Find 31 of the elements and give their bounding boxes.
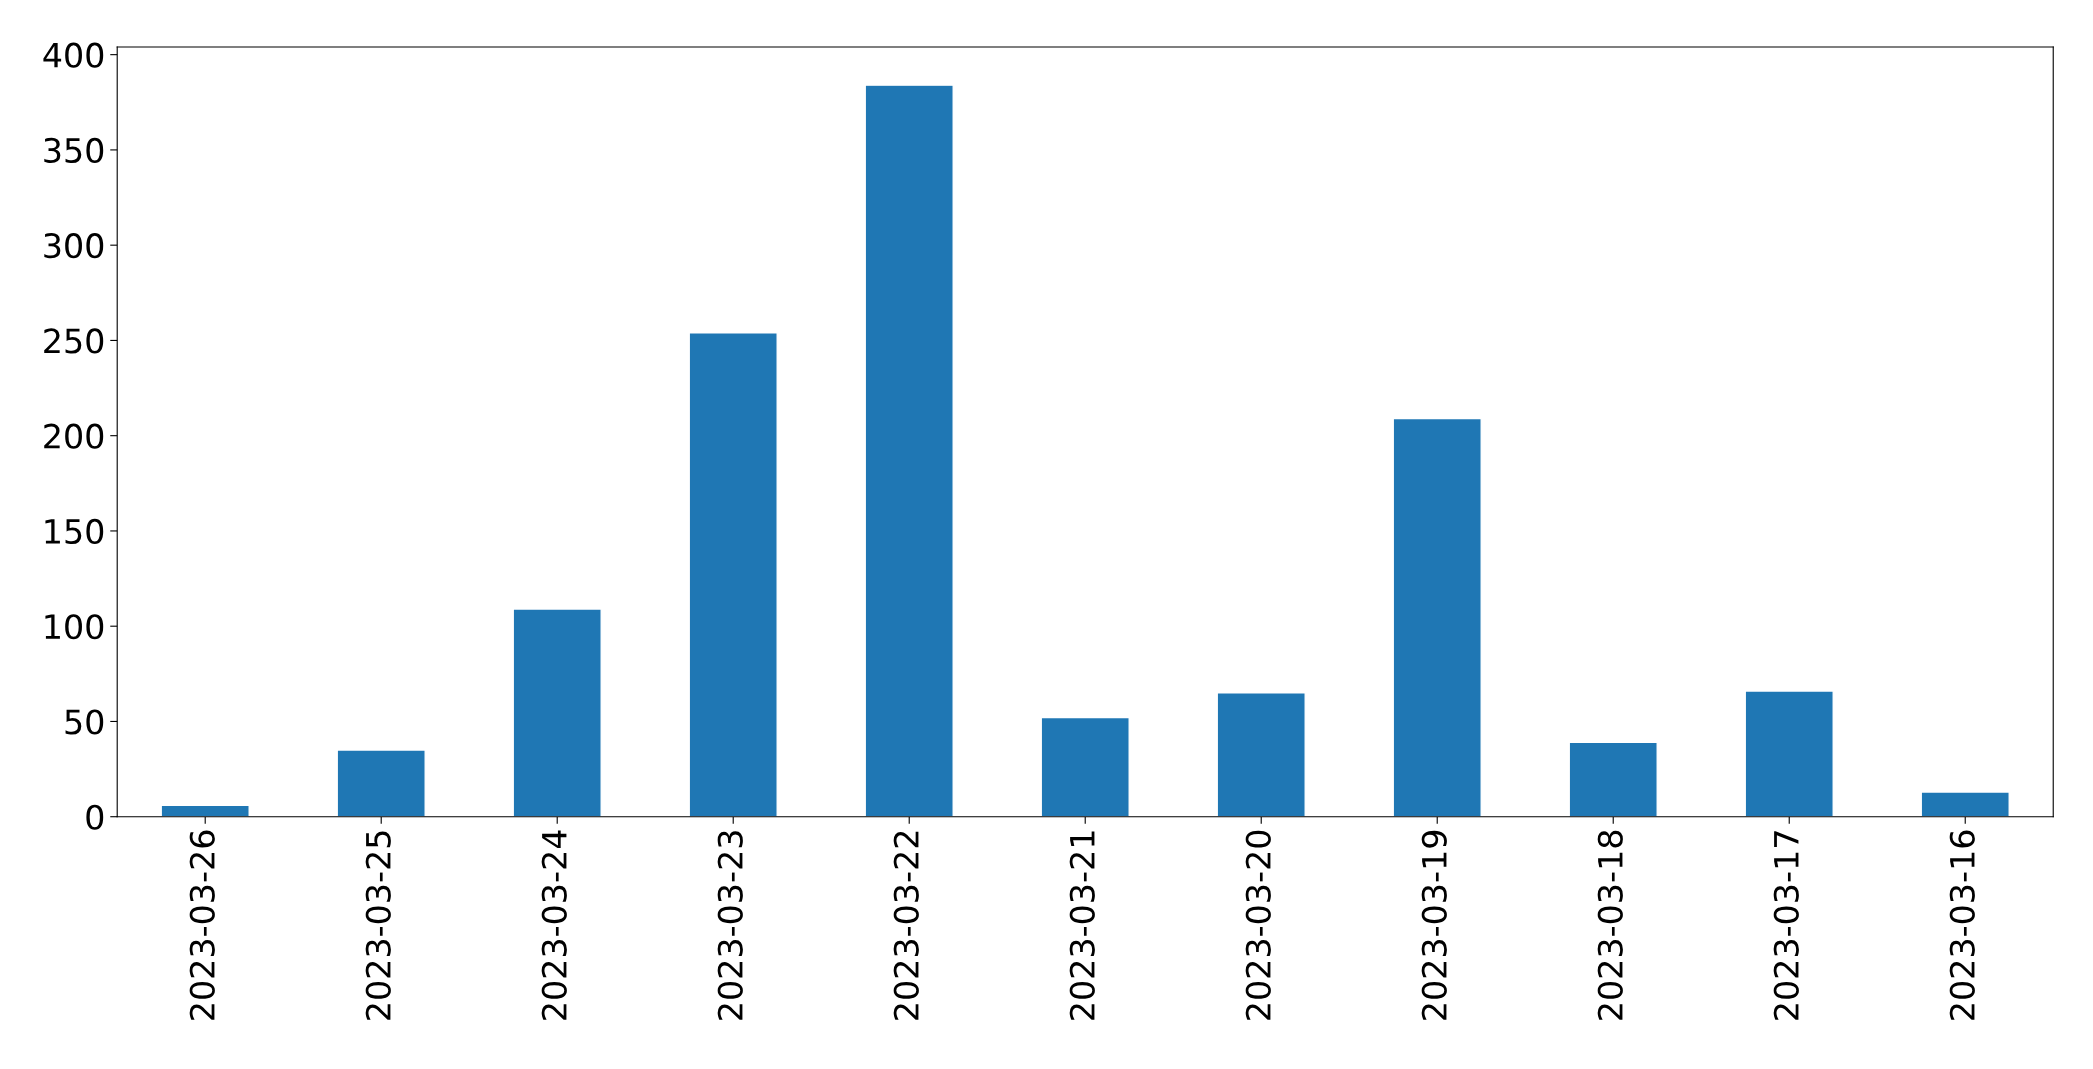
bar — [688, 332, 778, 817]
y-tick-label: 0 — [86, 804, 104, 830]
bar — [336, 749, 426, 817]
y-tick-label: 250 — [44, 328, 104, 354]
bar — [1568, 741, 1658, 817]
y-tick-label: 100 — [45, 614, 104, 640]
y-tick-label: 350 — [44, 137, 104, 164]
bar — [1392, 417, 1482, 817]
y-tick-label: 200 — [44, 423, 104, 449]
x-tick-label: 2023-03-20 — [1245, 830, 1271, 1020]
bar — [1040, 716, 1130, 817]
y-tick-label: 300 — [44, 233, 104, 259]
x-tick-label: 2023-03-18 — [1597, 830, 1623, 1020]
x-tick-label: 2023-03-21 — [1069, 831, 1095, 1020]
bar — [1920, 791, 2010, 817]
bar — [160, 804, 250, 817]
bar — [512, 608, 602, 817]
bar — [864, 84, 954, 817]
x-tick-label: 2023-03-22 — [893, 831, 919, 1020]
x-tick-label: 2023-03-23 — [717, 831, 743, 1020]
bar — [1216, 692, 1306, 817]
x-tick-label: 2023-03-26 — [189, 830, 215, 1020]
x-tick-label: 2023-03-17 — [1773, 831, 1799, 1020]
x-tick-label: 2023-03-19 — [1421, 830, 1447, 1020]
x-tick-label: 2023-03-16 — [1949, 830, 1975, 1020]
bar — [1744, 690, 1834, 817]
x-tick-label: 2023-03-24 — [541, 830, 567, 1020]
y-tick-label: 50 — [65, 709, 104, 735]
y-tick-label: 150 — [45, 518, 104, 545]
x-tick-label: 2023-03-25 — [365, 831, 391, 1020]
y-tick-label: 400 — [43, 42, 104, 68]
